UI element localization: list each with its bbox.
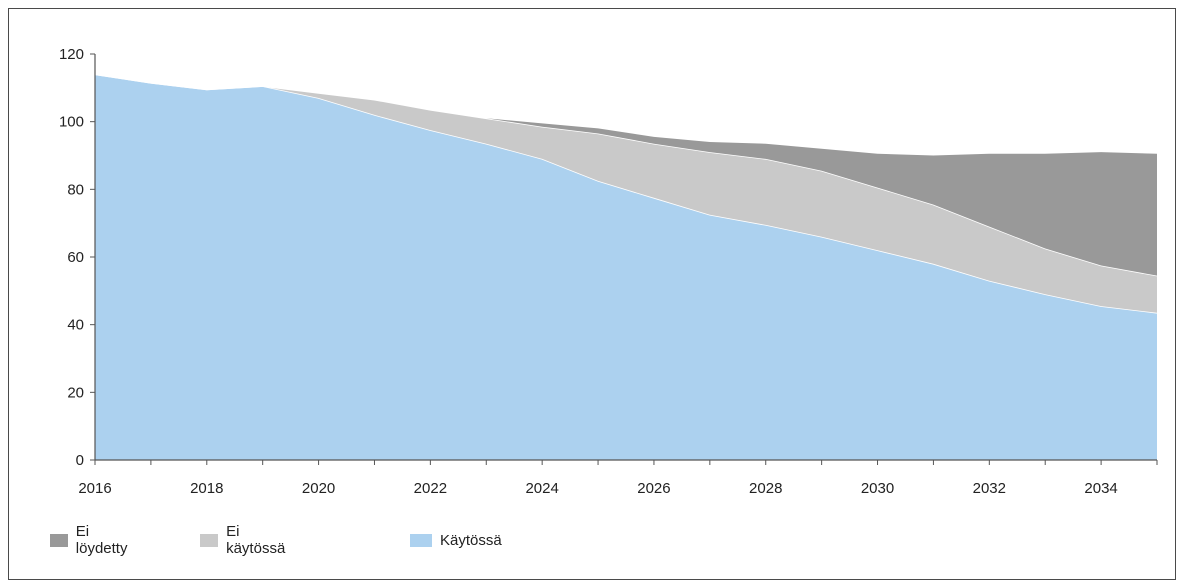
legend-swatch-kaytossa: [410, 533, 432, 547]
legend-label-ei-loydetty: Ei löydetty: [75, 523, 128, 557]
x-tick-label: 2032: [973, 480, 1006, 497]
legend-item-ei-loydetty: Ei löydetty: [50, 523, 132, 557]
y-tick-label: 60: [67, 249, 84, 266]
legend-item-kaytossa: Käytössä: [410, 530, 502, 550]
x-tick-label: 2026: [637, 480, 670, 497]
x-tick-label: 2024: [525, 480, 558, 497]
x-tick-label: 2018: [190, 480, 223, 497]
area-series-group: [94, 73, 1158, 461]
x-tick-label: 2020: [302, 480, 335, 497]
legend-swatch-ei-kaytossa: [200, 533, 219, 547]
y-tick-label: 80: [67, 181, 84, 198]
legend-swatch-ei-loydetty: [50, 533, 68, 547]
legend-label-ei-kaytossa: Ei käytössä: [226, 523, 286, 557]
x-tick-label: 2022: [414, 480, 447, 497]
area-kaytossa: [95, 74, 1157, 461]
area-ei-loydetty: [95, 74, 1157, 276]
legend-label-kaytossa: Käytössä: [440, 531, 502, 549]
y-tick-label: 0: [76, 452, 84, 469]
y-tick-label: 20: [67, 384, 84, 401]
x-tick-label: 2034: [1084, 480, 1117, 497]
y-tick-label: 40: [67, 317, 84, 334]
axes-group: 0 20 40 60 80 100 120 2016 2018 2020 2022 2024 2026 2…: [59, 46, 1158, 497]
y-tick-label: 120: [59, 46, 84, 63]
x-tick-label: 2030: [861, 480, 894, 497]
x-tick-label: 2016: [78, 480, 111, 497]
area-ei-kaytossa: [95, 74, 1157, 313]
legend-item-ei-kaytossa: Ei käytössä: [200, 523, 289, 557]
y-tick-label: 100: [59, 114, 84, 131]
x-tick-label: 2028: [749, 480, 782, 497]
